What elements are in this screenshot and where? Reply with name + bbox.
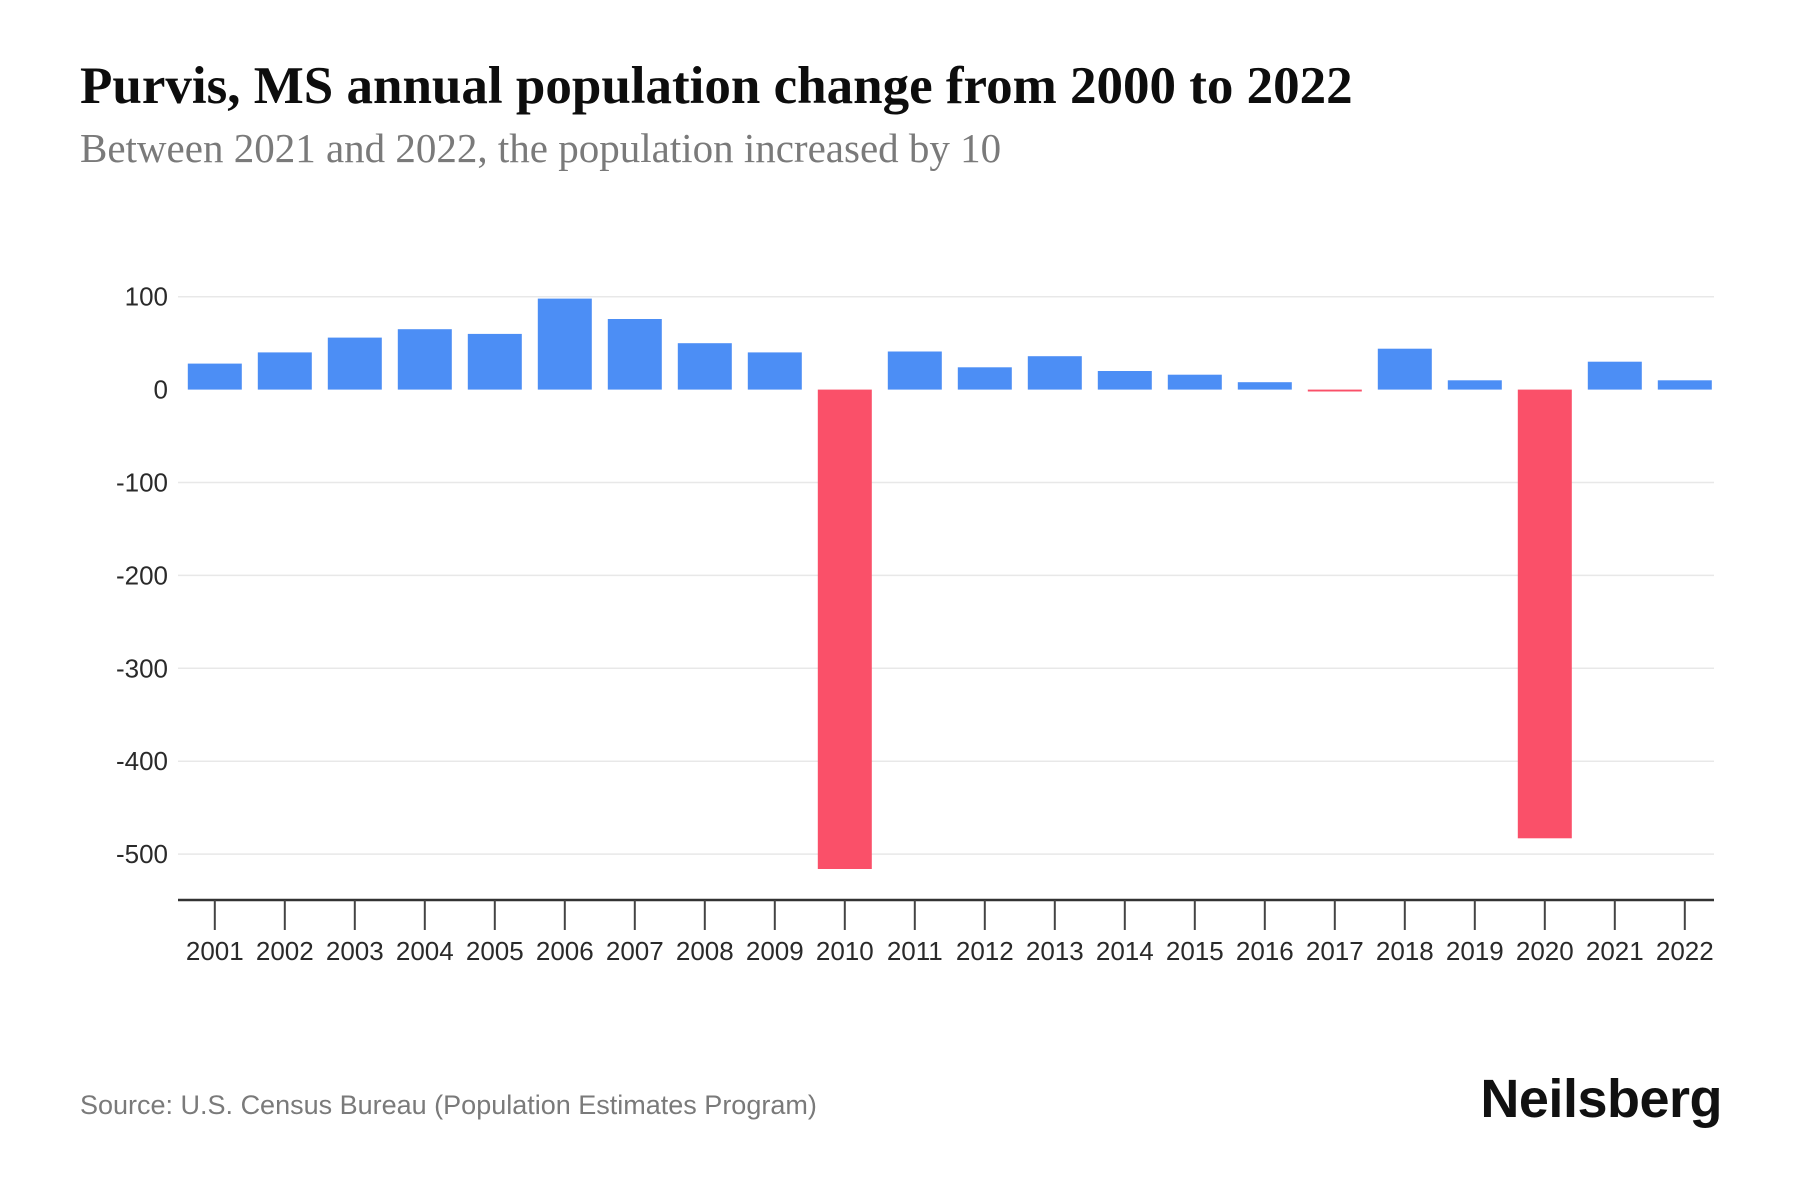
svg-text:2012: 2012 bbox=[956, 936, 1014, 966]
svg-text:2017: 2017 bbox=[1306, 936, 1364, 966]
svg-text:2002: 2002 bbox=[256, 936, 314, 966]
svg-text:2006: 2006 bbox=[536, 936, 594, 966]
svg-text:2019: 2019 bbox=[1446, 936, 1504, 966]
svg-text:-200: -200 bbox=[116, 560, 168, 590]
svg-text:2018: 2018 bbox=[1376, 936, 1434, 966]
svg-text:2007: 2007 bbox=[606, 936, 664, 966]
svg-text:2003: 2003 bbox=[326, 936, 384, 966]
svg-text:-500: -500 bbox=[116, 839, 168, 869]
svg-text:-400: -400 bbox=[116, 746, 168, 776]
svg-text:2005: 2005 bbox=[466, 936, 524, 966]
svg-text:2015: 2015 bbox=[1166, 936, 1224, 966]
svg-text:2021: 2021 bbox=[1586, 936, 1644, 966]
svg-text:2013: 2013 bbox=[1026, 936, 1084, 966]
svg-text:2001: 2001 bbox=[186, 936, 244, 966]
svg-text:2011: 2011 bbox=[887, 936, 943, 966]
svg-text:2004: 2004 bbox=[396, 936, 454, 966]
svg-text:-100: -100 bbox=[116, 468, 168, 498]
svg-text:2008: 2008 bbox=[676, 936, 734, 966]
svg-text:-300: -300 bbox=[116, 653, 168, 683]
svg-text:2022: 2022 bbox=[1656, 936, 1714, 966]
svg-text:2020: 2020 bbox=[1516, 936, 1574, 966]
svg-text:2009: 2009 bbox=[746, 936, 804, 966]
svg-text:100: 100 bbox=[125, 282, 168, 312]
svg-text:2014: 2014 bbox=[1096, 936, 1154, 966]
svg-text:2010: 2010 bbox=[816, 936, 874, 966]
svg-text:0: 0 bbox=[154, 375, 168, 405]
svg-text:2016: 2016 bbox=[1236, 936, 1294, 966]
